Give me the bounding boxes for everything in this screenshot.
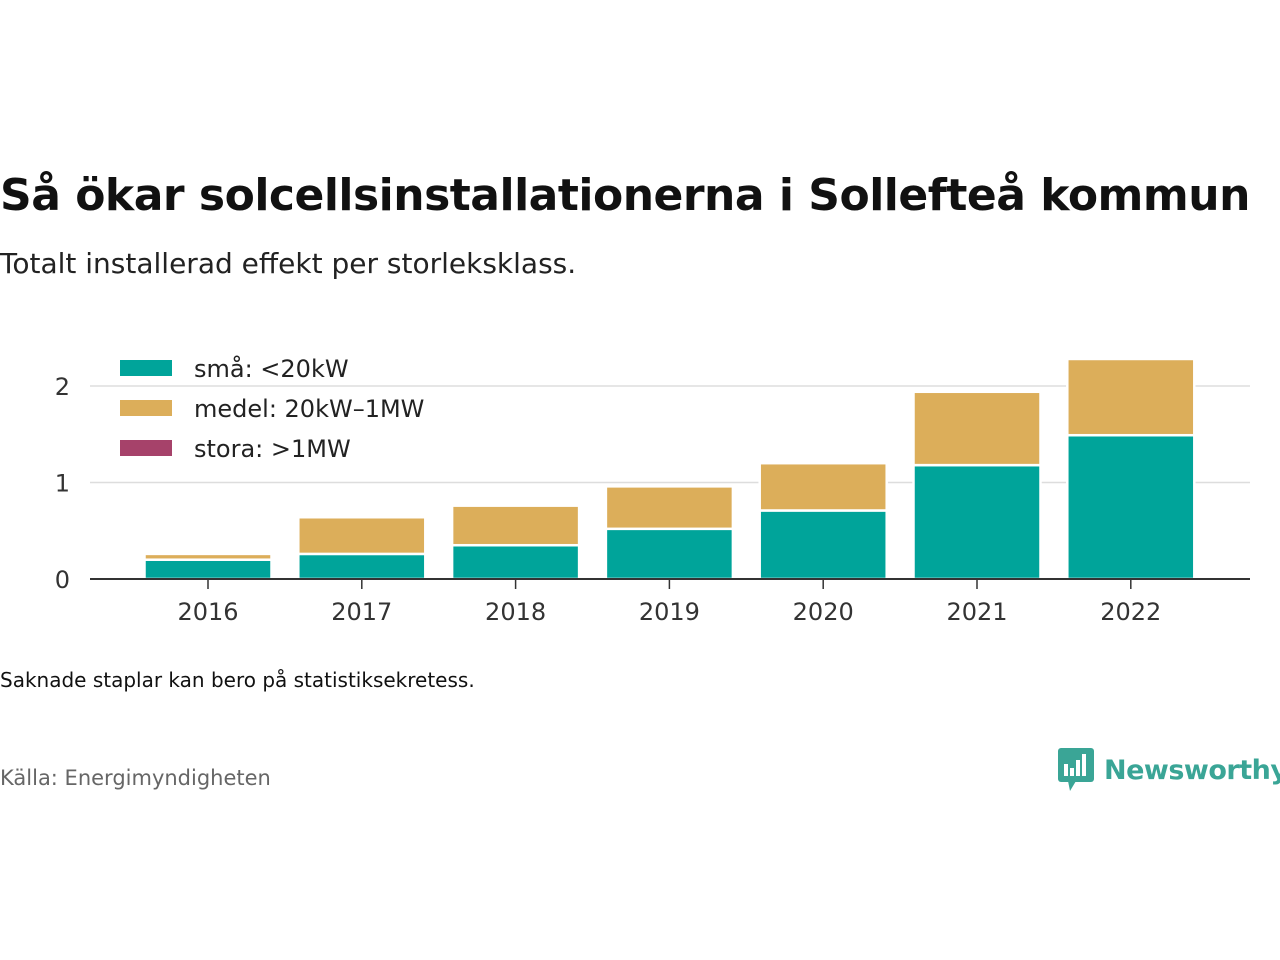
chart-speech-bubble-icon xyxy=(1058,748,1094,791)
bar-segment xyxy=(912,463,1042,581)
legend: små: <20kW medel: 20kW–1MW stora: >1MW xyxy=(120,354,424,463)
bar-segment xyxy=(450,504,581,547)
legend-label: medel: 20kW–1MW xyxy=(194,395,424,423)
logo-text: Newsworthy xyxy=(1104,754,1280,786)
bar-segment xyxy=(604,485,735,531)
x-tick-label: 2020 xyxy=(793,598,854,626)
newsworthy-logo: Newsworthy xyxy=(1058,748,1280,792)
stacked-bar-chart: 0 1 2 2016 2017 2018 2019 2020 2021 2022 små: <20… xyxy=(55,354,1250,626)
y-tick-label: 1 xyxy=(55,470,70,498)
y-tick-label: 2 xyxy=(55,373,70,401)
x-tick-label: 2018 xyxy=(485,598,546,626)
bar-segment xyxy=(297,552,427,581)
x-tick-label: 2016 xyxy=(177,598,238,626)
footnote: Saknade staplar kan bero på statistiksek… xyxy=(0,668,475,692)
legend-label: små: <20kW xyxy=(194,354,349,383)
legend-label: stora: >1MW xyxy=(194,435,351,463)
x-tick-label: 2021 xyxy=(946,598,1007,626)
bar-segment xyxy=(912,390,1042,467)
legend-swatch xyxy=(120,440,172,456)
bar-segment xyxy=(450,543,581,581)
bar-segment xyxy=(758,461,888,512)
bars xyxy=(143,357,1196,581)
source-text: Källa: Energimyndigheten xyxy=(0,766,271,790)
x-tick-label: 2019 xyxy=(639,598,700,626)
y-tick-label: 0 xyxy=(55,566,70,594)
chart-title: Så ökar solcellsinstallationerna i Solle… xyxy=(0,170,1250,221)
gridlines xyxy=(90,385,1250,484)
axes: 0 1 2 2016 2017 2018 2019 2020 2021 2022 xyxy=(55,373,1250,626)
bar-segment xyxy=(758,509,888,581)
bar-segment xyxy=(143,552,273,561)
legend-swatch xyxy=(120,400,172,416)
x-tick-label: 2017 xyxy=(331,598,392,626)
bar-segment xyxy=(143,558,273,581)
bar-segment xyxy=(297,515,427,556)
chart-subtitle: Totalt installerad effekt per storlekskl… xyxy=(0,247,577,280)
bar-segment xyxy=(1066,433,1196,581)
bar-segment xyxy=(1066,357,1196,437)
bar-segment xyxy=(604,527,735,581)
legend-swatch xyxy=(120,360,172,376)
x-tick-label: 2022 xyxy=(1100,598,1161,626)
